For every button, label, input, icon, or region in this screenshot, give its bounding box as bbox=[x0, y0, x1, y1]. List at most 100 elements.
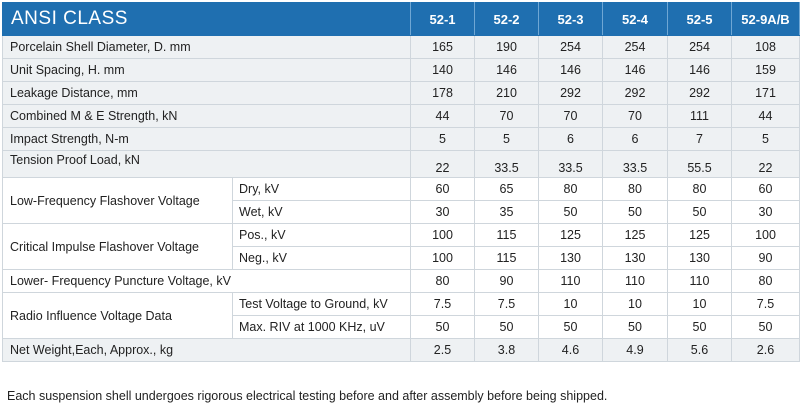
row-label: Lower- Frequency Puncture Voltage, kV bbox=[2, 269, 411, 293]
column-header: 52-1 bbox=[410, 2, 475, 36]
table-cell: 50 bbox=[667, 200, 732, 224]
table-row: Impact Strength, N-m 5 5 6 6 7 5 bbox=[2, 127, 800, 151]
row-label: Porcelain Shell Diameter, D. mm bbox=[2, 35, 411, 59]
table-cell: 159 bbox=[731, 58, 800, 82]
table-cell: 254 bbox=[667, 35, 732, 59]
table-row: Low-Frequency Flashover Voltage Dry, kV … bbox=[2, 177, 800, 224]
table-cell: 50 bbox=[410, 315, 475, 339]
table-cell: 110 bbox=[602, 269, 668, 293]
table-cell: 65 bbox=[474, 177, 539, 201]
table-cell: 50 bbox=[538, 200, 603, 224]
table-cell: 33.5 bbox=[602, 150, 668, 178]
table-row: Lower- Frequency Puncture Voltage, kV 80… bbox=[2, 269, 800, 293]
table-cell: 100 bbox=[410, 246, 475, 270]
table-cell: 111 bbox=[667, 104, 732, 128]
table-cell: 165 bbox=[410, 35, 475, 59]
column-header: 52-5 bbox=[667, 2, 732, 36]
table-cell: 60 bbox=[731, 177, 800, 201]
column-header: 52-9A/B bbox=[731, 2, 800, 36]
table-cell: 7.5 bbox=[731, 292, 800, 316]
table-cell: 5.6 bbox=[667, 338, 732, 362]
table-cell: 10 bbox=[602, 292, 668, 316]
table-cell: 5 bbox=[474, 127, 539, 151]
table-row: Radio Influence Voltage Data Test Voltag… bbox=[2, 292, 800, 339]
table-cell: 50 bbox=[538, 315, 603, 339]
table-cell: 30 bbox=[731, 200, 800, 224]
table-cell: 70 bbox=[474, 104, 539, 128]
sub-label: Pos., kV bbox=[232, 223, 411, 247]
group-label: Radio Influence Voltage Data bbox=[2, 292, 233, 339]
table-cell: 125 bbox=[667, 223, 732, 247]
table-cell: 7 bbox=[667, 127, 732, 151]
table-cell: 80 bbox=[410, 269, 475, 293]
group-label: Low-Frequency Flashover Voltage bbox=[2, 177, 233, 224]
table-cell: 2.6 bbox=[731, 338, 800, 362]
table-row: Porcelain Shell Diameter, D. mm 165 190 … bbox=[2, 35, 800, 59]
table-cell: 130 bbox=[667, 246, 732, 270]
table-cell: 33.5 bbox=[474, 150, 539, 178]
sub-label: Max. RIV at 1000 KHz, uV bbox=[232, 315, 411, 339]
table-cell: 146 bbox=[474, 58, 539, 82]
table-row: Neg., kV 100 115 130 130 130 90 bbox=[3, 246, 800, 270]
table-cell: 292 bbox=[602, 81, 668, 105]
table-row: Max. RIV at 1000 KHz, uV 50 50 50 50 50 … bbox=[3, 315, 800, 339]
table-cell: 115 bbox=[474, 246, 539, 270]
table-cell: 130 bbox=[602, 246, 668, 270]
table-cell: 210 bbox=[474, 81, 539, 105]
table-cell: 10 bbox=[538, 292, 603, 316]
sub-label: Wet, kV bbox=[232, 200, 411, 224]
table-cell: 44 bbox=[731, 104, 800, 128]
table-cell: 5 bbox=[410, 127, 475, 151]
row-label: Unit Spacing, H. mm bbox=[2, 58, 411, 82]
table-cell: 254 bbox=[538, 35, 603, 59]
table-cell: 30 bbox=[410, 200, 475, 224]
table-cell: 2.5 bbox=[410, 338, 475, 362]
table-row: Leakage Distance, mm 178 210 292 292 292… bbox=[2, 81, 800, 105]
table-cell: 100 bbox=[731, 223, 800, 247]
table-cell: 6 bbox=[538, 127, 603, 151]
table-cell: 190 bbox=[474, 35, 539, 59]
table-title: ANSI CLASS bbox=[2, 2, 411, 36]
table-cell: 4.6 bbox=[538, 338, 603, 362]
table-row: Wet, kV 30 35 50 50 50 30 bbox=[3, 200, 800, 224]
ansi-class-table: ANSI CLASS 52-1 52-2 52-3 52-4 52-5 52-9… bbox=[2, 2, 800, 362]
table-cell: 146 bbox=[602, 58, 668, 82]
table-cell: 50 bbox=[731, 315, 800, 339]
group-label: Critical Impulse Flashover Voltage bbox=[2, 223, 233, 270]
table-cell: 10 bbox=[667, 292, 732, 316]
table-cell: 50 bbox=[602, 315, 668, 339]
table-cell: 50 bbox=[602, 200, 668, 224]
table-cell: 110 bbox=[667, 269, 732, 293]
table-cell: 292 bbox=[538, 81, 603, 105]
table-cell: 5 bbox=[731, 127, 800, 151]
table-cell: 70 bbox=[538, 104, 603, 128]
column-header: 52-2 bbox=[474, 2, 539, 36]
table-cell: 178 bbox=[410, 81, 475, 105]
header-row: ANSI CLASS 52-1 52-2 52-3 52-4 52-5 52-9… bbox=[2, 2, 800, 36]
table-cell: 125 bbox=[538, 223, 603, 247]
table-cell: 80 bbox=[602, 177, 668, 201]
table-row: Net Weight,Each, Approx., kg 2.5 3.8 4.6… bbox=[2, 338, 800, 362]
table-cell: 55.5 bbox=[667, 150, 732, 178]
table-cell: 80 bbox=[667, 177, 732, 201]
table-cell: 7.5 bbox=[474, 292, 539, 316]
row-label: Combined M & E Strength, kN bbox=[2, 104, 411, 128]
table-cell: 4.9 bbox=[602, 338, 668, 362]
table-cell: 70 bbox=[602, 104, 668, 128]
table-cell: 146 bbox=[538, 58, 603, 82]
table-cell: 146 bbox=[667, 58, 732, 82]
column-header: 52-3 bbox=[538, 2, 603, 36]
table-row: Unit Spacing, H. mm 140 146 146 146 146 … bbox=[2, 58, 800, 82]
table-row: Combined M & E Strength, kN 44 70 70 70 … bbox=[2, 104, 800, 128]
row-label: Tension Proof Load, kN bbox=[2, 150, 411, 178]
table-cell: 90 bbox=[731, 246, 800, 270]
row-label: Leakage Distance, mm bbox=[2, 81, 411, 105]
table-cell: 35 bbox=[474, 200, 539, 224]
table-row: Tension Proof Load, kN 22 33.5 33.5 33.5… bbox=[2, 150, 800, 178]
table-cell: 171 bbox=[731, 81, 800, 105]
table-cell: 44 bbox=[410, 104, 475, 128]
sub-label: Dry, kV bbox=[232, 177, 411, 201]
table-cell: 22 bbox=[410, 150, 475, 178]
table-cell: 90 bbox=[474, 269, 539, 293]
